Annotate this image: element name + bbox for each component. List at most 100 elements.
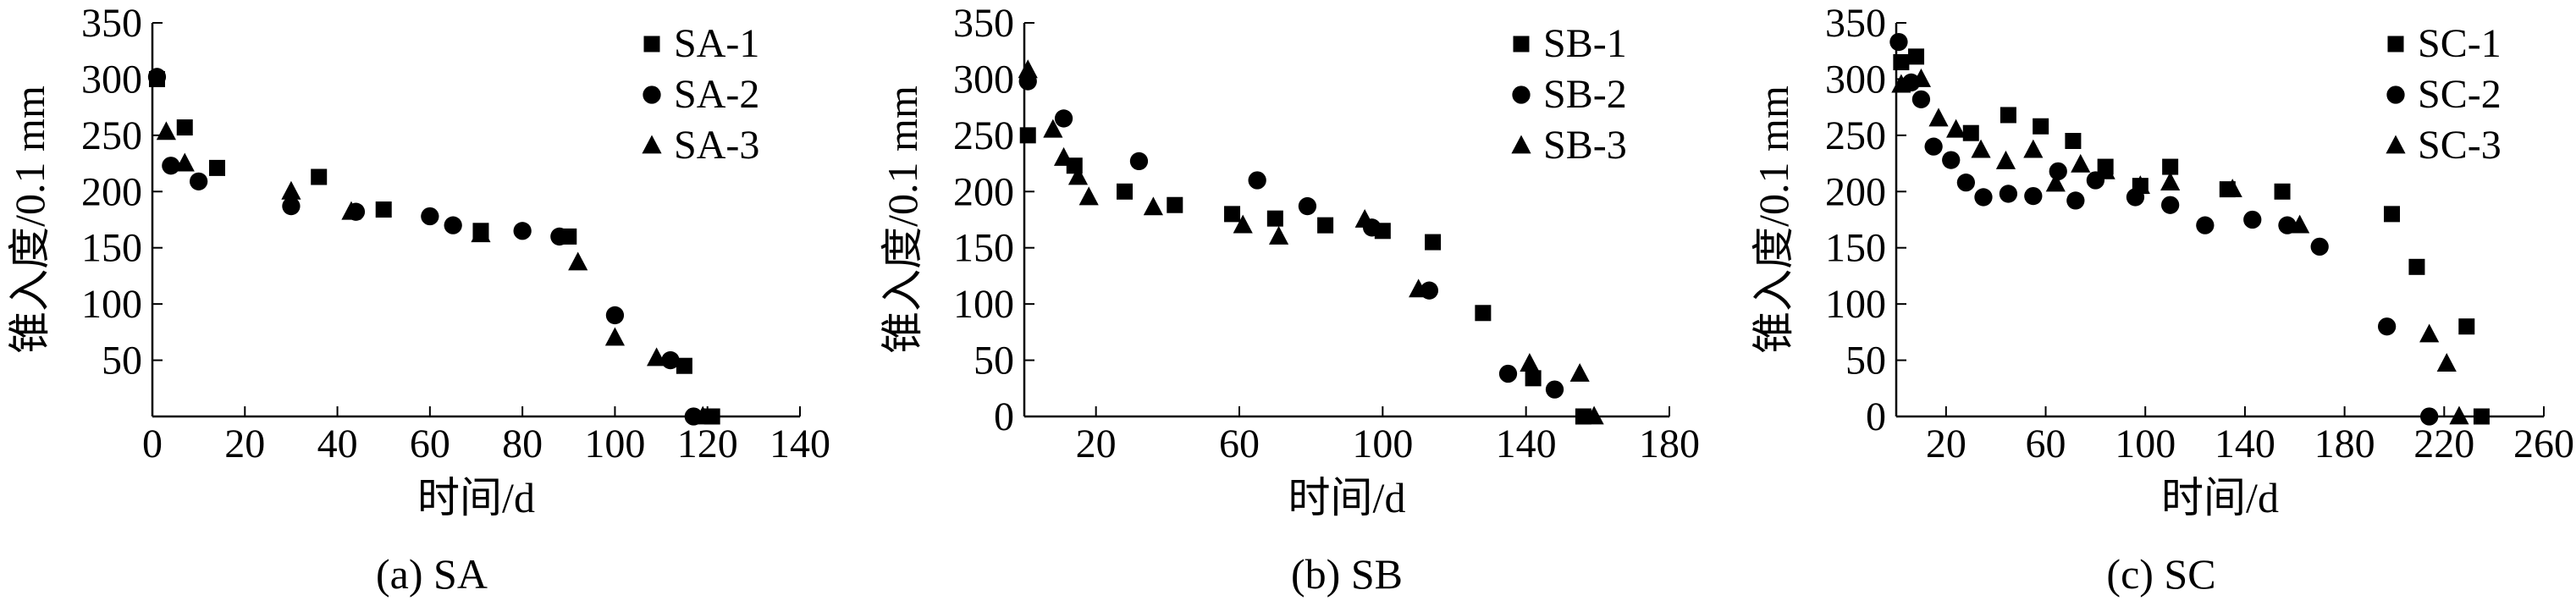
x-axis-label: 时间/d	[1288, 474, 1406, 521]
x-tick-label: 20	[224, 422, 265, 466]
data-point-sc-1	[1893, 54, 1910, 70]
data-point-sa-3	[156, 121, 176, 141]
data-point-sb-1	[1317, 217, 1334, 234]
panel-caption: (b) SB	[1291, 550, 1403, 598]
data-point-sc-1	[2162, 158, 2179, 175]
data-point-sc-1	[1908, 48, 1925, 65]
legend-label-sc-1: SC-1	[2418, 21, 2502, 66]
data-point-sc-3	[2095, 160, 2115, 179]
data-point-sb-1	[1019, 127, 1036, 144]
x-tick-label: 60	[1219, 422, 1260, 466]
data-point-sc-2	[1889, 32, 1908, 52]
x-axis-label: 时间/d	[417, 474, 535, 521]
y-tick-label: 350	[953, 1, 1014, 46]
data-point-sc-3	[1891, 74, 1911, 93]
chart-panel-1: 0 20 40 60 80 100 120 140 50 100 150 200 250 300 350 时间…	[6, 1, 830, 598]
data-point-sa-2	[513, 222, 532, 240]
legend-label-sa-2: SA-2	[674, 72, 759, 117]
data-point-sa-1	[311, 168, 328, 185]
data-point-sb-1	[1167, 196, 1183, 213]
data-point-sc-2	[1924, 137, 1943, 156]
y-tick-label: 100	[81, 282, 142, 327]
data-point-sa-3	[692, 405, 713, 425]
data-point-sa-1	[209, 159, 225, 176]
data-point-sa-2	[282, 196, 301, 216]
x-tick-label: 80	[502, 422, 543, 466]
y-tick-label: 200	[953, 169, 1014, 214]
legend-marker-sa-2	[643, 85, 661, 104]
chart-panel-2: 20 60 100 140 180 0 50 100 150 200 250 300 350 时间/d 锥入…	[879, 1, 1700, 598]
legend-marker-sa-1	[643, 36, 660, 52]
data-point-sb-3	[1354, 208, 1375, 228]
x-tick-label: 100	[1352, 422, 1413, 466]
data-point-sb-2	[1298, 196, 1317, 216]
y-tick-label: 150	[1825, 226, 1886, 271]
data-point-sb-3	[1268, 225, 1289, 245]
data-point-sa-3	[174, 152, 195, 172]
data-point-sc-1	[2408, 258, 2425, 275]
data-point-sa-3	[604, 327, 626, 346]
legend-label-sa-3: SA-3	[674, 123, 759, 168]
y-tick-label: 0	[1866, 394, 1886, 439]
legend-label-sb-3: SB-3	[1543, 123, 1627, 168]
data-point-sb-3	[1569, 362, 1590, 382]
y-tick-label: 250	[953, 113, 1014, 158]
data-point-sc-3	[2023, 139, 2044, 158]
data-point-sb-2	[1129, 152, 1149, 171]
x-tick-label: 20	[1926, 422, 1966, 466]
data-point-sc-3	[2045, 173, 2066, 192]
data-point-sb-3	[1233, 214, 1253, 234]
data-point-sc-2	[1956, 174, 1976, 192]
x-tick-label: 40	[317, 422, 358, 466]
data-point-sc-3	[2419, 323, 2440, 343]
data-point-sc-3	[1995, 150, 2016, 169]
y-tick-label: 350	[81, 1, 142, 46]
data-point-sc-2	[1999, 185, 2018, 203]
data-point-sc-1	[2384, 206, 2401, 223]
data-point-sb-3	[1018, 59, 1038, 79]
data-point-sb-3	[1078, 186, 1099, 206]
data-point-sc-2	[2196, 216, 2215, 234]
data-point-sb-2	[1248, 171, 1266, 190]
x-tick-label: 0	[142, 422, 163, 466]
data-point-sa-1	[176, 119, 193, 136]
y-tick-label: 100	[953, 282, 1014, 327]
data-point-sc-3	[2071, 153, 2091, 173]
x-tick-label: 180	[1639, 422, 1700, 466]
data-point-sc-1	[2065, 133, 2082, 149]
data-point-sc-2	[1911, 90, 1931, 108]
y-tick-label: 300	[81, 57, 142, 102]
legend-marker-sb-1	[1513, 36, 1530, 52]
chart-panel-3: 20 60 100 140 180 220 260 0 50 100 150 200 250 300 350…	[1750, 1, 2574, 598]
data-point-sb-2	[1545, 380, 1564, 399]
data-point-sc-3	[1911, 68, 1932, 87]
data-point-sb-3	[1143, 196, 1163, 216]
data-point-sb-3	[1053, 146, 1074, 166]
data-point-sc-3	[2290, 214, 2310, 234]
data-point-sc-2	[2377, 317, 2397, 336]
data-point-sb-2	[1498, 364, 1518, 383]
data-point-sa-2	[661, 350, 680, 370]
data-point-sc-1	[2473, 408, 2490, 425]
panel-caption: (a) SA	[376, 550, 488, 598]
data-point-sa-3	[647, 347, 667, 367]
y-tick-label: 100	[1825, 282, 1886, 327]
y-axis-label: 锥入度/0.1 mm	[1750, 85, 1797, 354]
x-tick-label: 20	[1076, 422, 1117, 466]
data-point-sc-2	[2310, 237, 2329, 256]
legend-marker-sc-1	[2387, 36, 2404, 52]
data-point-sa-2	[147, 68, 167, 86]
data-point-sc-3	[2436, 353, 2457, 372]
data-point-sa-1	[375, 201, 392, 218]
y-tick-label: 300	[1825, 57, 1886, 102]
y-tick-label: 50	[1845, 339, 1886, 383]
data-point-sb-1	[1117, 183, 1134, 200]
legend-marker-sb-2	[1512, 85, 1531, 104]
x-tick-label: 120	[677, 422, 738, 466]
data-point-sb-3	[1067, 166, 1089, 185]
y-tick-label: 200	[1825, 169, 1886, 214]
y-tick-label: 150	[81, 226, 142, 271]
panel-caption: (c) SC	[2106, 550, 2215, 598]
data-point-sa-3	[568, 251, 588, 271]
data-point-sa-2	[605, 306, 625, 325]
